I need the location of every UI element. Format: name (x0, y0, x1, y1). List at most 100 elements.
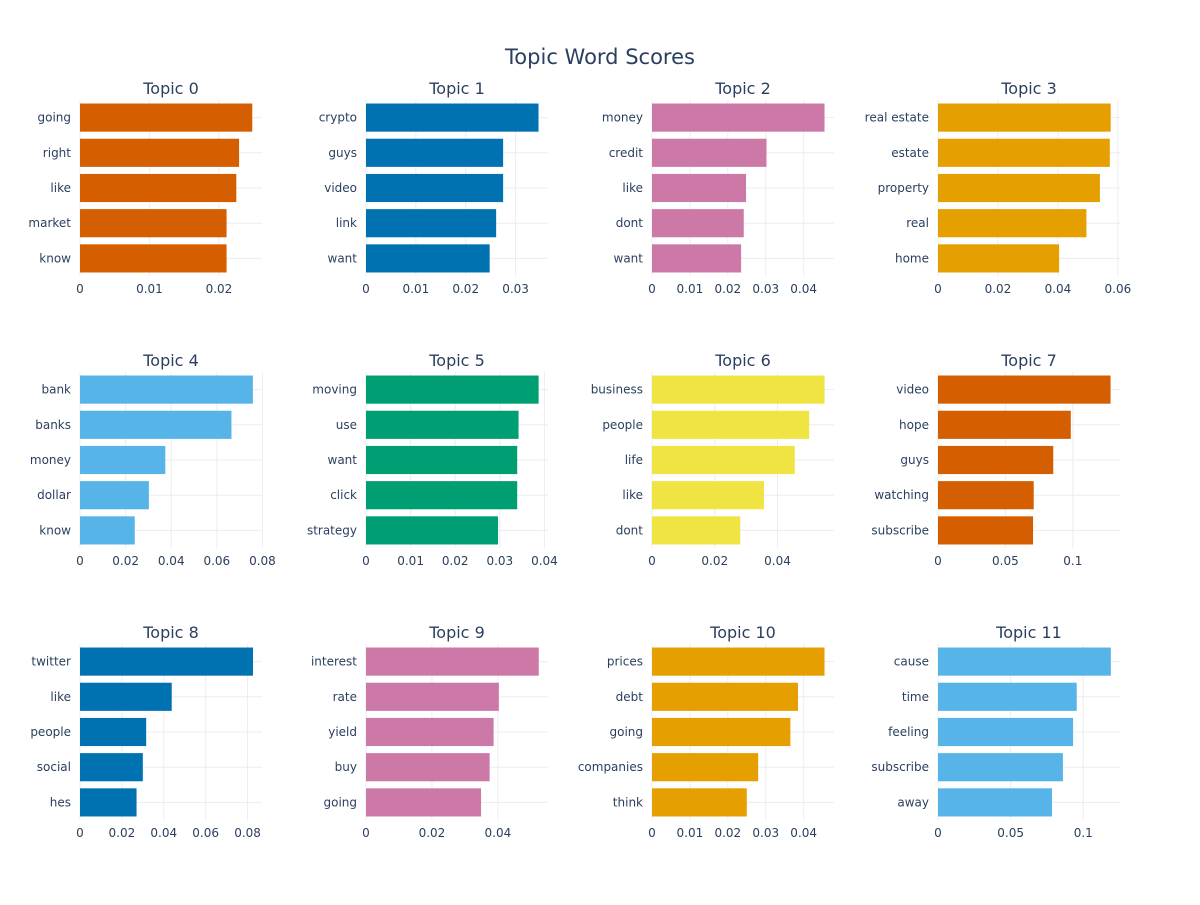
x-tick-label-2-1: 0.01 (677, 282, 704, 296)
topic-panel-10: Topic 10 prices debt going companies think 0 0.… (578, 623, 834, 840)
bar-2-like[interactable] (652, 173, 747, 203)
x-tick-label-8-0: 0 (76, 826, 84, 840)
bar-6-life[interactable] (652, 445, 795, 475)
bar-10-debt[interactable] (652, 682, 798, 711)
bar-9-yield[interactable] (366, 717, 494, 747)
bar-1-video[interactable] (366, 173, 504, 203)
bar-3-estate[interactable] (938, 138, 1110, 167)
bar-3-property[interactable] (938, 173, 1100, 203)
category-label-0-2: like (50, 181, 71, 195)
bar-0-market[interactable] (80, 209, 227, 238)
category-label-2-3: dont (616, 216, 644, 230)
bar-11-away[interactable] (938, 788, 1053, 817)
bar-8-twitter[interactable] (80, 647, 253, 676)
panel-title-3: Topic 3 (1000, 79, 1057, 98)
category-label-5-4: strategy (307, 523, 357, 537)
category-label-2-4: want (614, 251, 644, 265)
bar-8-social[interactable] (80, 753, 143, 782)
bar-5-strategy[interactable] (366, 516, 499, 545)
bar-7-watching[interactable] (938, 481, 1034, 510)
bar-3-real-estate[interactable] (938, 103, 1111, 132)
bar-8-people[interactable] (80, 717, 147, 747)
bar-4-money[interactable] (80, 445, 166, 475)
bar-0-going[interactable] (80, 103, 253, 132)
bar-2-money[interactable] (652, 103, 825, 132)
x-tick-label-10-3: 0.03 (752, 826, 779, 840)
panel-title-2: Topic 2 (714, 79, 771, 98)
x-tick-label-10-4: 0.04 (790, 826, 817, 840)
bar-4-dollar[interactable] (80, 481, 149, 510)
category-label-6-0: business (591, 383, 643, 397)
bar-4-banks[interactable] (80, 410, 232, 439)
bar-3-real[interactable] (938, 209, 1087, 238)
x-tick-label-1-1: 0.01 (403, 282, 430, 296)
category-label-8-1: like (50, 690, 71, 704)
category-label-4-2: money (30, 453, 71, 467)
bar-1-link[interactable] (366, 209, 497, 238)
bar-11-time[interactable] (938, 682, 1077, 711)
bar-5-want[interactable] (366, 445, 518, 475)
category-label-6-4: dont (616, 523, 644, 537)
bar-9-rate[interactable] (366, 682, 499, 711)
topic-panel-11: Topic 11 cause time feeling subscribe away 0 0.… (871, 623, 1120, 840)
bar-11-cause[interactable] (938, 647, 1111, 676)
x-tick-label-7-0: 0 (934, 554, 942, 568)
x-tick-label-8-4: 0.08 (234, 826, 261, 840)
bar-10-prices[interactable] (652, 647, 825, 676)
bar-7-hope[interactable] (938, 410, 1071, 439)
bar-0-like[interactable] (80, 173, 237, 203)
bar-7-video[interactable] (938, 375, 1111, 404)
bar-9-interest[interactable] (366, 647, 539, 676)
bar-6-people[interactable] (652, 410, 810, 439)
bar-7-subscribe[interactable] (938, 516, 1034, 545)
bar-5-click[interactable] (366, 481, 518, 510)
category-label-3-1: estate (891, 146, 929, 160)
bar-4-bank[interactable] (80, 375, 253, 404)
panel-title-0: Topic 0 (142, 79, 199, 98)
bar-6-like[interactable] (652, 481, 765, 510)
bar-9-going[interactable] (366, 788, 482, 817)
x-tick-label-2-0: 0 (648, 282, 656, 296)
bar-3-home[interactable] (938, 244, 1060, 273)
bar-5-use[interactable] (366, 410, 519, 439)
bar-4-know[interactable] (80, 516, 135, 545)
bar-10-companies[interactable] (652, 753, 759, 782)
bar-2-want[interactable] (652, 244, 742, 273)
bar-8-like[interactable] (80, 682, 172, 711)
bar-0-right[interactable] (80, 138, 240, 167)
bar-7-guys[interactable] (938, 445, 1054, 475)
bar-6-dont[interactable] (652, 516, 741, 545)
x-tick-label-3-2: 0.04 (1045, 282, 1072, 296)
x-tick-label-4-1: 0.02 (112, 554, 139, 568)
x-tick-label-9-1: 0.02 (419, 826, 446, 840)
x-tick-label-4-0: 0 (76, 554, 84, 568)
bar-1-crypto[interactable] (366, 103, 539, 132)
bar-11-feeling[interactable] (938, 717, 1074, 747)
bar-2-credit[interactable] (652, 138, 767, 167)
bar-10-going[interactable] (652, 717, 791, 747)
category-label-3-3: real (906, 216, 929, 230)
x-tick-label-6-2: 0.04 (764, 554, 791, 568)
bar-9-buy[interactable] (366, 753, 490, 782)
bar-1-guys[interactable] (366, 138, 504, 167)
category-label-5-1: use (336, 418, 357, 432)
bar-1-want[interactable] (366, 244, 490, 273)
bar-0-know[interactable] (80, 244, 227, 273)
x-tick-label-9-2: 0.04 (485, 826, 512, 840)
x-tick-label-3-0: 0 (934, 282, 942, 296)
x-tick-label-10-1: 0.01 (677, 826, 704, 840)
x-tick-label-5-4: 0.04 (531, 554, 558, 568)
bar-5-moving[interactable] (366, 375, 539, 404)
bar-11-subscribe[interactable] (938, 753, 1063, 782)
category-label-9-1: rate (333, 690, 357, 704)
bar-6-business[interactable] (652, 375, 825, 404)
x-tick-label-0-2: 0.02 (206, 282, 233, 296)
x-tick-label-7-2: 0.1 (1063, 554, 1082, 568)
category-label-3-2: property (878, 181, 929, 195)
topic-panel-7: Topic 7 video hope guys watching subscribe 0 0.… (871, 351, 1120, 568)
bar-10-think[interactable] (652, 788, 747, 817)
topic-panel-5: Topic 5 moving use want click strategy 0 0.01 0.… (307, 351, 558, 568)
bar-8-hes[interactable] (80, 788, 137, 817)
bar-2-dont[interactable] (652, 209, 744, 238)
category-label-5-2: want (328, 453, 358, 467)
